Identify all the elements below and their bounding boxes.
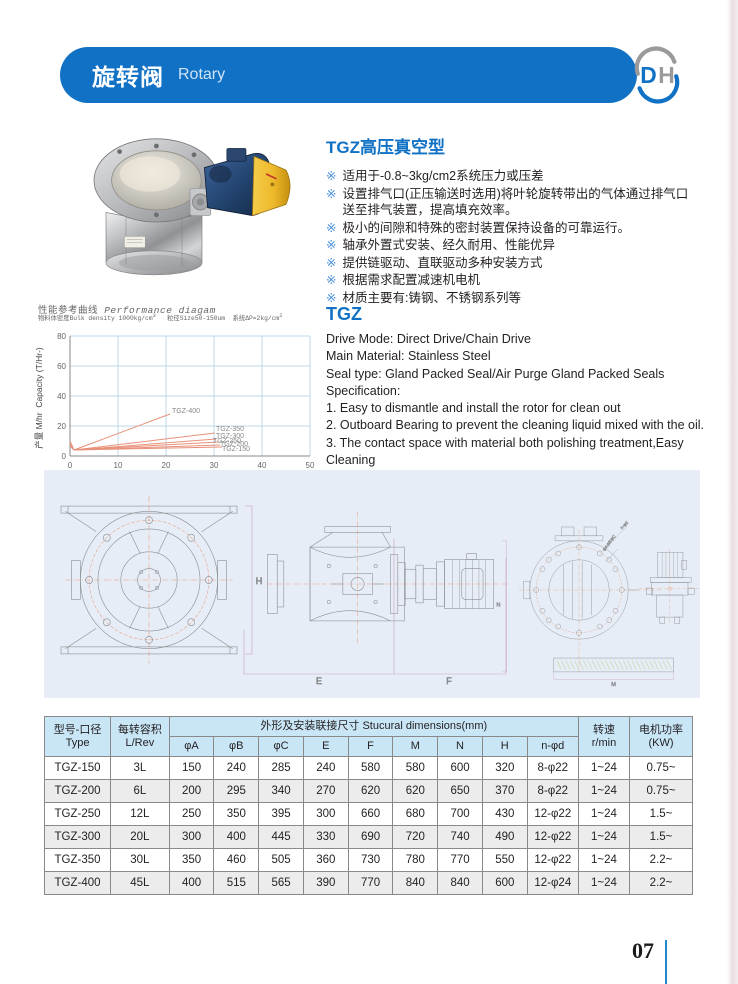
svg-text:60: 60 (57, 362, 66, 371)
svg-text:H: H (256, 576, 263, 586)
svg-text:30: 30 (210, 461, 219, 470)
svg-text:F: F (446, 676, 452, 686)
svg-text:50: 50 (306, 461, 315, 470)
svg-text:0: 0 (68, 461, 73, 470)
svg-text:80: 80 (57, 332, 66, 341)
svg-text:40: 40 (258, 461, 267, 470)
svg-text:20: 20 (162, 461, 171, 470)
svg-text:E: E (316, 676, 322, 686)
svg-text:产量 M/hr Capacity (T/Hr-): 产量 M/hr Capacity (T/Hr-) (34, 347, 44, 449)
svg-text:H: H (658, 62, 674, 88)
svg-text:10: 10 (114, 461, 123, 470)
svg-text:TGZ-350: TGZ-350 (216, 426, 244, 433)
svg-text:20: 20 (57, 422, 66, 431)
svg-text:D: D (640, 62, 656, 88)
svg-text:TGZ-400: TGZ-400 (172, 408, 200, 415)
svg-text:0: 0 (62, 452, 67, 461)
svg-text:TGZ-150: TGZ-150 (222, 446, 250, 453)
svg-text:n-φd: n-φd (619, 520, 629, 530)
svg-text:N: N (496, 602, 500, 608)
svg-text:M: M (611, 682, 616, 688)
svg-text:40: 40 (57, 392, 66, 401)
